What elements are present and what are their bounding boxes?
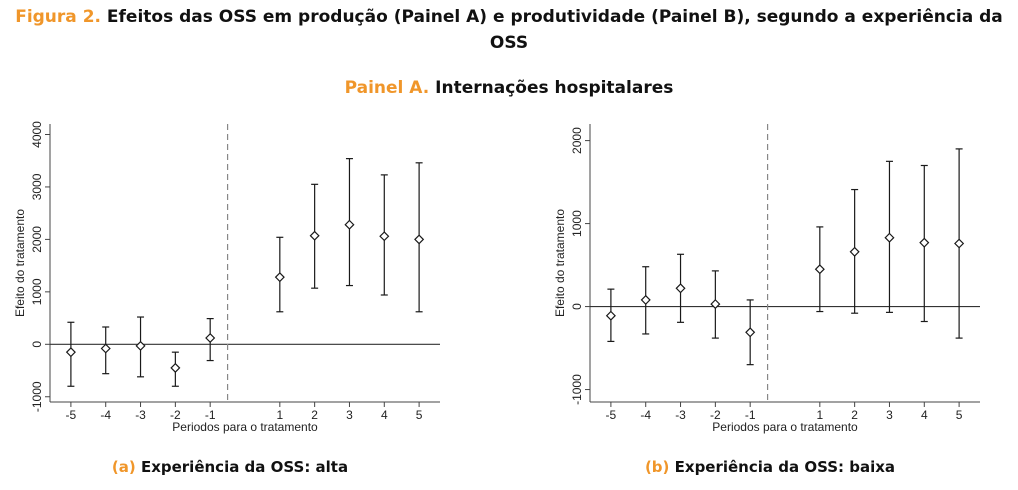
x-tick-label: 2 — [851, 408, 858, 422]
chart-a-svg: -1000 0 1000 2000 3000 4000 -5 -4 -3 -2 -1 1 2 3 4 5 Per… — [13, 121, 440, 434]
point-estimate-marker — [170, 362, 181, 373]
point-estimate-marker — [745, 327, 756, 338]
x-tick-label: 3 — [886, 408, 893, 422]
y-tick-label: 2000 — [570, 127, 584, 154]
x-tick-label: -2 — [710, 408, 721, 422]
chart-b-svg: -1000 0 1000 2000 -5 -4 -3 -2 -1 1 2 3 4 5 Periodos pa… — [553, 124, 980, 434]
x-tick-label: -4 — [640, 408, 651, 422]
y-tick-label: 2000 — [30, 226, 44, 253]
point-estimate-marker — [344, 219, 355, 230]
panel-title: Painel A. Internações hospitalares — [0, 78, 1018, 98]
chart-b: -1000 0 1000 2000 -5 -4 -3 -2 -1 1 2 3 4 5 Periodos pa… — [550, 112, 990, 444]
y-axis-title: Efeito do tratamento — [13, 209, 27, 317]
panel-label: Painel A. — [344, 78, 430, 98]
x-tick-label: 1 — [816, 408, 823, 422]
point-estimate-marker — [414, 234, 425, 245]
y-tick-label: 0 — [570, 303, 584, 310]
x-tick-label: -5 — [606, 408, 617, 422]
point-estimate-marker — [710, 299, 721, 310]
point-estimate-marker — [379, 231, 390, 242]
y-tick-label: 4000 — [30, 121, 44, 148]
x-tick-label: -5 — [66, 408, 77, 422]
y-tick-label: 3000 — [30, 173, 44, 200]
point-estimate-marker — [919, 237, 930, 248]
point-estimate-marker — [849, 246, 860, 257]
x-tick-label: -3 — [675, 408, 686, 422]
caption-b-label: (b) — [644, 458, 670, 476]
x-axis-title: Periodos para o tratamento — [712, 420, 858, 434]
chart-a: -1000 0 1000 2000 3000 4000 -5 -4 -3 -2 -1 1 2 3 4 5 Per… — [10, 112, 450, 444]
x-tick-label: 5 — [956, 408, 963, 422]
caption-b: (b) Experiência da OSS: baixa — [550, 458, 990, 476]
x-axis-title: Periodos para o tratamento — [172, 420, 318, 434]
caption-b-text: Experiência da OSS: baixa — [674, 458, 896, 476]
y-tick-label: 1000 — [30, 278, 44, 305]
x-tick-label: -2 — [170, 408, 181, 422]
y-tick-label: -1000 — [30, 381, 44, 412]
point-estimate-marker — [814, 264, 825, 275]
x-tick-label: 4 — [921, 408, 928, 422]
panel-title-text: Internações hospitalares — [435, 78, 674, 98]
caption-a-text: Experiência da OSS: alta — [140, 458, 349, 476]
point-estimate-marker — [605, 310, 616, 321]
x-tick-label: -3 — [135, 408, 146, 422]
point-estimate-marker — [205, 332, 216, 344]
figure-title-line-2: OSS — [489, 33, 529, 53]
y-tick-label: -1000 — [570, 374, 584, 405]
x-tick-label: 1 — [276, 408, 283, 422]
point-estimate-marker — [884, 232, 895, 243]
y-axis-title: Efeito do tratamento — [553, 209, 567, 317]
figure-title-line-1: Figura 2. Efeitos das OSS em produção (P… — [0, 4, 1018, 30]
point-estimate-marker — [309, 230, 320, 241]
point-estimate-marker — [100, 343, 111, 354]
figure-title: Figura 2. Efeitos das OSS em produção (P… — [0, 4, 1018, 56]
figure-label: Figura 2. — [15, 7, 101, 27]
x-tick-label: 3 — [346, 408, 353, 422]
point-estimate-marker — [640, 294, 651, 305]
x-tick-label: -1 — [745, 408, 756, 422]
x-tick-label: 2 — [311, 408, 318, 422]
figure-title-text: Efeitos das OSS em produção (Painel A) e… — [106, 7, 1003, 27]
caption-a-label: (a) — [111, 458, 136, 476]
point-estimate-marker — [954, 238, 965, 249]
x-tick-label: -1 — [205, 408, 216, 422]
y-tick-label: 1000 — [570, 210, 584, 237]
y-tick-label: 0 — [30, 341, 44, 348]
point-estimate-marker — [135, 340, 146, 351]
x-tick-label: -4 — [100, 408, 111, 422]
point-estimate-marker — [675, 283, 686, 294]
x-tick-label: 5 — [416, 408, 423, 422]
x-tick-label: 4 — [381, 408, 388, 422]
caption-a: (a) Experiência da OSS: alta — [10, 458, 450, 476]
point-estimate-marker — [274, 272, 285, 283]
point-estimate-marker — [65, 347, 76, 358]
